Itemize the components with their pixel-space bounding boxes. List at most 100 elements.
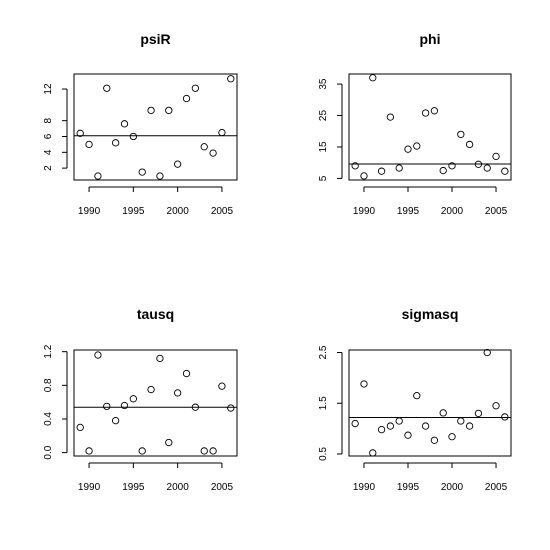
data-point xyxy=(439,166,447,175)
data-point xyxy=(218,382,226,390)
data-point xyxy=(395,417,403,425)
data-point xyxy=(457,130,465,139)
x-tick-label: 2005 xyxy=(211,482,234,493)
data-point xyxy=(483,348,491,357)
data-point xyxy=(360,380,368,388)
y-tick-label: 1.5 xyxy=(318,396,329,410)
data-point xyxy=(76,423,84,432)
data-point xyxy=(173,389,182,397)
data-point xyxy=(404,431,412,439)
data-point xyxy=(111,417,120,425)
data-point xyxy=(111,139,120,147)
data-point xyxy=(492,402,500,410)
y-tick-label: 8 xyxy=(43,117,54,123)
x-tick-label: 1995 xyxy=(122,482,145,493)
data-point xyxy=(369,74,377,82)
data-point xyxy=(369,449,377,457)
y-tick-label: 4 xyxy=(43,149,54,155)
chart-title: psiR xyxy=(140,31,170,47)
data-point xyxy=(413,142,421,150)
data-point xyxy=(474,160,483,168)
data-point xyxy=(386,422,395,430)
data-point xyxy=(165,106,173,115)
plot-frame xyxy=(73,349,238,457)
data-point xyxy=(377,425,386,434)
data-point xyxy=(404,145,412,153)
x-tick-label: 1995 xyxy=(397,206,420,217)
data-point xyxy=(457,417,465,425)
data-point xyxy=(430,107,439,115)
panel-tausq: tausq 1990 1995 2000 2005 0.0 0.4 0.8 1.2 xyxy=(43,306,238,493)
data-point xyxy=(474,409,483,418)
data-point xyxy=(94,172,102,180)
chart-title: tausq xyxy=(137,306,174,322)
data-point xyxy=(501,167,509,175)
data-point xyxy=(85,447,93,455)
data-point xyxy=(430,436,439,444)
y-tick-label: 6 xyxy=(43,133,54,139)
y-tick-label: 2 xyxy=(43,165,54,171)
data-point xyxy=(85,140,93,149)
data-point xyxy=(351,419,359,428)
x-tick-label: 2000 xyxy=(441,482,464,493)
x-tick-label: 1995 xyxy=(397,482,420,493)
x-tick-label: 2005 xyxy=(485,206,508,217)
x-tick-label: 1990 xyxy=(353,206,376,217)
x-tick-label: 2000 xyxy=(167,482,190,493)
x-tick-label: 1990 xyxy=(78,482,101,493)
data-point xyxy=(209,149,217,157)
data-point xyxy=(465,422,474,430)
y-tick-label: 0.8 xyxy=(43,378,54,392)
panel-phi: phi 1990 1995 2000 2005 5 15 25 35 xyxy=(318,31,512,217)
panel-sigmasq: sigmasq 1990 1995 2000 2005 0.5 1.5 2.5 xyxy=(318,306,512,493)
y-tick-label: 15 xyxy=(318,141,329,153)
y-tick-label: 12 xyxy=(43,83,54,95)
data-point xyxy=(421,109,430,117)
plot-frame xyxy=(73,73,238,181)
x-tick-label: 1990 xyxy=(78,206,101,217)
data-point xyxy=(360,172,368,180)
data-point xyxy=(191,84,200,92)
data-point xyxy=(421,422,430,430)
plot-frame xyxy=(348,349,512,457)
y-tick-label: 35 xyxy=(318,78,329,90)
x-tick-label: 2005 xyxy=(485,482,508,493)
data-point xyxy=(209,447,217,455)
data-point xyxy=(147,106,155,115)
x-tick-label: 2000 xyxy=(167,206,190,217)
data-point xyxy=(448,162,456,170)
x-tick-label: 1990 xyxy=(353,482,376,493)
chart-title: sigmasq xyxy=(402,306,459,322)
x-tick-label: 1995 xyxy=(122,206,145,217)
data-point xyxy=(76,129,84,137)
data-point xyxy=(377,167,386,175)
data-point xyxy=(156,354,164,363)
data-point xyxy=(182,369,191,378)
data-point xyxy=(173,160,182,168)
data-point xyxy=(200,447,208,455)
data-point xyxy=(120,120,129,128)
data-point xyxy=(156,172,164,180)
data-point xyxy=(465,140,474,149)
data-point xyxy=(165,438,173,447)
data-point xyxy=(483,164,491,172)
chart-title: phi xyxy=(420,31,441,47)
plot-frame xyxy=(348,73,512,181)
panel-psiR: psiR 1990 1995 2000 2005 2 4 6 8 12 xyxy=(43,31,238,217)
x-tick-label: 2005 xyxy=(211,206,234,217)
data-point xyxy=(492,152,500,161)
data-point xyxy=(386,113,395,121)
data-point xyxy=(103,402,111,411)
data-point xyxy=(501,413,509,421)
y-tick-label: 5 xyxy=(318,175,329,181)
data-point xyxy=(94,351,102,359)
data-point xyxy=(227,75,235,83)
data-point xyxy=(218,128,226,137)
y-tick-label: 25 xyxy=(318,110,329,122)
data-point xyxy=(147,385,155,394)
data-point xyxy=(413,391,421,400)
data-point xyxy=(448,433,456,441)
y-tick-label: 0.5 xyxy=(318,447,329,461)
